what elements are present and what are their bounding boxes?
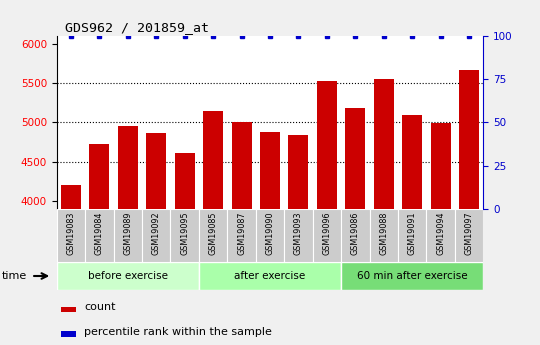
Bar [175, 153, 194, 209]
Bar [402, 115, 422, 209]
Bar [317, 81, 337, 209]
Bar [61, 332, 76, 337]
Bar [284, 209, 313, 262]
Text: GSM19089: GSM19089 [123, 211, 132, 255]
Text: GDS962 / 201859_at: GDS962 / 201859_at [65, 21, 209, 34]
Bar [374, 79, 394, 209]
Bar [341, 209, 369, 262]
Text: GSM19094: GSM19094 [436, 211, 445, 255]
Text: GSM19083: GSM19083 [66, 211, 76, 255]
Text: GSM19091: GSM19091 [408, 211, 417, 255]
Text: GSM19090: GSM19090 [266, 211, 274, 255]
Text: count: count [84, 303, 116, 313]
Text: GSM19097: GSM19097 [464, 211, 474, 255]
Text: GSM19096: GSM19096 [322, 211, 332, 255]
Bar [118, 126, 138, 209]
Bar [146, 133, 166, 209]
Bar [199, 209, 227, 262]
Bar [199, 262, 341, 290]
Text: percentile rank within the sample: percentile rank within the sample [84, 327, 272, 337]
Text: GSM19093: GSM19093 [294, 211, 303, 255]
Bar [142, 209, 171, 262]
Text: after exercise: after exercise [234, 271, 306, 281]
Text: GSM19087: GSM19087 [237, 211, 246, 255]
Bar [260, 132, 280, 209]
Bar [227, 209, 256, 262]
Bar [313, 209, 341, 262]
Bar [455, 209, 483, 262]
Bar [203, 111, 223, 209]
Text: GSM19092: GSM19092 [152, 211, 161, 255]
Bar [256, 209, 284, 262]
Text: GSM19085: GSM19085 [208, 211, 218, 255]
Bar [341, 262, 483, 290]
Text: GSM19088: GSM19088 [379, 211, 388, 255]
Bar [85, 209, 113, 262]
Bar [431, 123, 450, 209]
Bar [346, 108, 365, 209]
Bar [61, 307, 76, 312]
Text: GSM19084: GSM19084 [95, 211, 104, 255]
Bar [369, 209, 398, 262]
Bar [90, 145, 109, 209]
Text: 60 min after exercise: 60 min after exercise [357, 271, 468, 281]
Bar [171, 209, 199, 262]
Bar [57, 262, 199, 290]
Bar [459, 70, 479, 209]
Bar [398, 209, 427, 262]
Bar [232, 122, 252, 209]
Text: GSM19095: GSM19095 [180, 211, 189, 255]
Bar [61, 185, 81, 209]
Bar [427, 209, 455, 262]
Text: time: time [2, 271, 27, 281]
Bar [57, 209, 85, 262]
Bar [288, 135, 308, 209]
Bar [113, 209, 142, 262]
Text: GSM19086: GSM19086 [351, 211, 360, 255]
Text: before exercise: before exercise [88, 271, 168, 281]
